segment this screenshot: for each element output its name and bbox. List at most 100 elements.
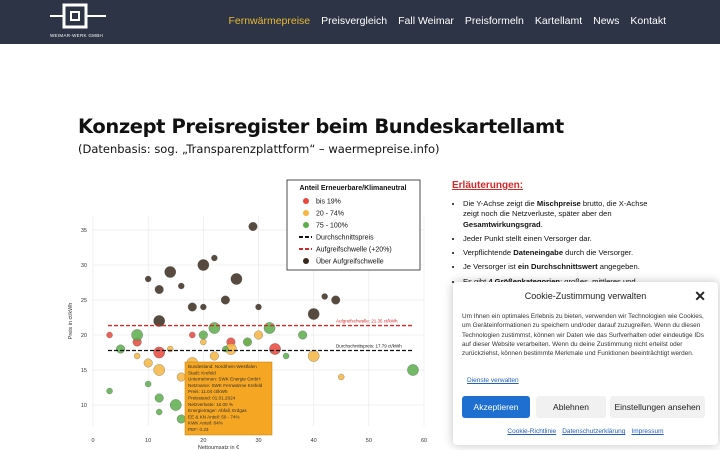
- legend-swatch: [303, 210, 309, 216]
- nav-item[interactable]: Preisvergleich: [321, 15, 388, 27]
- y-tick-label: 25: [81, 298, 87, 304]
- tooltip-line: Unternehmen: SWK Energie GmbH: [188, 377, 261, 382]
- x-tick-label: 20: [200, 438, 206, 444]
- point: [269, 343, 281, 355]
- y-tick-label: 30: [81, 263, 87, 269]
- bullet-text: Dateneingabe: [513, 248, 564, 257]
- point: [145, 275, 152, 283]
- nav-item[interactable]: Fall Weimar: [398, 15, 454, 27]
- bullet-text: durch die Versorger.: [563, 248, 634, 257]
- tooltip-line: Netzname: SWK Fernwärme Krefeld: [188, 383, 263, 388]
- nav-item[interactable]: Kontakt: [630, 15, 666, 27]
- cookie-link[interactable]: Cookie-Richtlinie: [507, 428, 557, 435]
- bullet-text: Es gibt: [463, 276, 489, 286]
- cookie-text: Um Ihnen ein optimales Erlebnis zu biete…: [462, 313, 704, 358]
- point: [307, 350, 320, 362]
- point: [197, 259, 210, 271]
- tooltip-box: [184, 361, 273, 436]
- point: [200, 338, 207, 346]
- point: [187, 302, 197, 312]
- close-button[interactable]: ✕: [694, 288, 706, 304]
- tooltip-line: KWK Anteil: 84%: [188, 421, 223, 426]
- bullet-text: Je Versorger ist: [463, 262, 518, 272]
- x-tick-label: 0: [91, 438, 94, 444]
- bullet: Verpflichtende Dateneingabe durch die Ve…: [463, 248, 652, 258]
- point: [164, 266, 176, 278]
- reference-label: Aufgreifschwelle: 21.35 ct/kWh: [336, 319, 398, 324]
- point: [143, 358, 153, 368]
- y-axis-label: Preis in ct/kWh: [68, 303, 74, 340]
- bullet: Es gibt 4 Größenkategorien: großes, mitt…: [463, 277, 652, 287]
- point: [176, 414, 186, 424]
- logo-text: WEIMAR-WERK GMBH: [50, 33, 104, 38]
- legend-label: Durchschnittspreis: [316, 235, 374, 242]
- nav-item[interactable]: Preisformeln: [464, 15, 524, 27]
- bullet-text: Die Y-Achse zeigt die: [463, 199, 537, 208]
- tooltip-line: PEF: 0.23: [188, 427, 209, 432]
- bullet: Jeder Punkt stellt einen Versorger dar.: [463, 234, 652, 244]
- cookie-link[interactable]: Datenschutzerklärung: [562, 428, 626, 435]
- point: [220, 295, 230, 305]
- bullet-text: ein Durchschnittswert: [517, 262, 598, 272]
- legend-label: 75 - 100%: [316, 223, 348, 230]
- x-tick-label: 10: [145, 438, 151, 444]
- legend-box: [286, 179, 421, 271]
- cookie-link[interactable]: Impressum: [631, 428, 664, 435]
- point: [131, 329, 143, 341]
- point: [169, 399, 182, 411]
- point: [407, 364, 419, 376]
- x-axis-label: Nettoumsatz in €: [198, 445, 239, 450]
- legend-label: Über Aufgreifschwelle: [316, 258, 384, 266]
- legend-swatch: [303, 198, 309, 204]
- cookie-banner: Cookie-Zustimmung verwalten ✕ Um Ihnen e…: [453, 282, 718, 445]
- point: [153, 364, 165, 376]
- point: [178, 282, 185, 290]
- point: [106, 387, 113, 395]
- logo[interactable]: [48, 3, 108, 35]
- header: WEIMAR-WERK GMBH Fernwärmepreise Preisver…: [0, 0, 720, 44]
- nav-item[interactable]: Kartellamt: [534, 15, 583, 27]
- bullet: Je Versorger ist ein Durchschnittswert a…: [463, 262, 652, 272]
- point: [230, 273, 243, 285]
- legend-swatch: [303, 222, 309, 228]
- legend-label: 20 - 74%: [316, 211, 344, 218]
- bullet-text: 4 Größenkategorien: [488, 276, 561, 286]
- nav-item[interactable]: News: [593, 15, 620, 27]
- point: [208, 322, 221, 334]
- legend-swatch: [303, 258, 309, 264]
- point: [209, 351, 219, 361]
- nav-item[interactable]: Fernwärmepreise: [228, 15, 311, 27]
- point: [248, 222, 258, 231]
- bullet-text: brutto, die X-Achse zeigt noch die Netzv…: [463, 199, 648, 219]
- settings-button[interactable]: Einstellungen ansehen: [610, 396, 705, 418]
- point: [153, 346, 165, 359]
- point: [116, 344, 126, 354]
- tooltip-line: EE & KN Anteil: 50 - 74%: [188, 414, 240, 419]
- point: [321, 293, 328, 300]
- bullet-list: Die Y-Achse zeigt die Mischpreise brutto…: [452, 199, 652, 287]
- bullet-text: Mischpreise: [536, 199, 581, 208]
- bullet-text: angegeben.: [597, 262, 640, 272]
- legend-label: bis 19%: [316, 199, 341, 206]
- point: [189, 331, 196, 339]
- manage-link[interactable]: Dienste verwalten: [467, 377, 519, 384]
- subtitle: (Datenbasis: sog. „Transparenzplattform“…: [78, 142, 440, 156]
- x-tick-label: 60: [421, 438, 427, 444]
- accept-button[interactable]: Akzeptieren: [462, 396, 530, 418]
- decline-button[interactable]: Ablehnen: [536, 396, 606, 418]
- tooltip-line: Bundesland: Nordrhein-Westfalen: [188, 364, 257, 369]
- cookie-links: Cookie-Richtlinie Datenschutzerklärung Imp…: [453, 428, 718, 435]
- bullet-text: Gesamtwirkungsgrad: [463, 219, 541, 229]
- point: [243, 337, 252, 347]
- point: [198, 330, 208, 340]
- bullet-text: Jeder Punkt stellt einen Versorger dar.: [463, 233, 592, 243]
- title: Konzept Preisregister beim Bundeskartell…: [78, 115, 564, 138]
- x-tick-label: 30: [255, 438, 261, 444]
- point: [254, 330, 263, 340]
- tooltip-line: Netzverluste: 16.00 %: [188, 402, 233, 407]
- point: [154, 393, 164, 403]
- y-tick-label: 20: [81, 333, 87, 339]
- point: [263, 322, 276, 334]
